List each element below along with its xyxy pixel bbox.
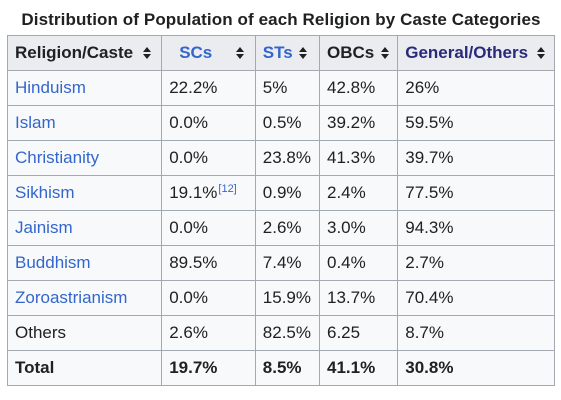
st-cell: 7.4% bbox=[254, 245, 321, 281]
obc-cell: 39.2% bbox=[318, 105, 399, 141]
header-label: Religion/Caste bbox=[15, 43, 134, 62]
header-general-others[interactable]: General/Others bbox=[397, 35, 555, 71]
total-obc: 41.1% bbox=[318, 350, 399, 386]
table-row: Jainism 0.0% 2.6% 3.0% 94.3% bbox=[6, 210, 555, 246]
sc-cell: 22.2% bbox=[161, 70, 256, 106]
st-cell: 15.9% bbox=[254, 280, 321, 316]
obc-cell: 41.3% bbox=[318, 140, 399, 176]
general-cell: 77.5% bbox=[397, 175, 555, 211]
st-cell: 5% bbox=[254, 70, 321, 106]
sc-cell: 0.0% bbox=[161, 210, 256, 246]
citation-link[interactable]: [12] bbox=[218, 183, 237, 195]
table-row: Sikhism 19.1%[12] 0.9% 2.4% 77.5% bbox=[6, 175, 555, 211]
general-cell: 70.4% bbox=[397, 280, 555, 316]
religion-cell[interactable]: Jainism bbox=[6, 210, 163, 246]
obc-cell: 6.25 bbox=[318, 315, 399, 351]
table-caption: Distribution of Population of each Relig… bbox=[21, 10, 541, 29]
sort-icon[interactable] bbox=[143, 46, 152, 59]
religion-cell[interactable]: Christianity bbox=[6, 140, 163, 176]
religion-link[interactable]: Christianity bbox=[15, 148, 100, 167]
obc-cell: 13.7% bbox=[318, 280, 399, 316]
header-religion-caste[interactable]: Religion/Caste bbox=[6, 35, 163, 71]
general-cell: 26% bbox=[397, 70, 555, 106]
religion-link[interactable]: Zoroastrianism bbox=[15, 288, 128, 307]
religion-link[interactable]: Buddhism bbox=[15, 253, 91, 272]
general-cell: 2.7% bbox=[397, 245, 555, 281]
sc-cell: 2.6% bbox=[161, 315, 256, 351]
st-cell: 0.5% bbox=[254, 105, 321, 141]
table-row: Islam 0.0% 0.5% 39.2% 59.5% bbox=[6, 105, 555, 141]
table-row: Christianity 0.0% 23.8% 41.3% 39.7% bbox=[6, 140, 555, 176]
sort-icon[interactable] bbox=[381, 46, 390, 59]
st-cell: 82.5% bbox=[254, 315, 321, 351]
religion-link[interactable]: Sikhism bbox=[15, 183, 75, 202]
sort-icon[interactable] bbox=[236, 46, 245, 59]
religion-cell[interactable]: Islam bbox=[6, 105, 163, 141]
table-row: Zoroastrianism 0.0% 15.9% 13.7% 70.4% bbox=[6, 280, 555, 316]
table-row: Buddhism 89.5% 7.4% 0.4% 2.7% bbox=[6, 245, 555, 281]
sc-cell: 0.0% bbox=[161, 105, 256, 141]
st-cell: 0.9% bbox=[254, 175, 321, 211]
header-sts[interactable]: STs bbox=[254, 35, 321, 71]
religion-cell[interactable]: Zoroastrianism bbox=[6, 280, 163, 316]
sort-icon[interactable] bbox=[537, 46, 546, 59]
general-cell: 8.7% bbox=[397, 315, 555, 351]
table-row: Others 2.6% 82.5% 6.25 8.7% bbox=[6, 315, 555, 351]
religion-link[interactable]: Islam bbox=[15, 113, 56, 132]
header-label: STs bbox=[262, 43, 293, 62]
sc-cell: 19.1%[12] bbox=[161, 175, 256, 211]
religion-cell: Others bbox=[6, 315, 163, 351]
table-row: Hinduism 22.2% 5% 42.8% 26% bbox=[6, 70, 555, 106]
header-obcs[interactable]: OBCs bbox=[318, 35, 399, 71]
general-cell: 94.3% bbox=[397, 210, 555, 246]
header-row: Religion/Caste SCs STs OBCs General/Othe… bbox=[6, 35, 555, 71]
general-cell: 59.5% bbox=[397, 105, 555, 141]
sc-cell: 89.5% bbox=[161, 245, 256, 281]
header-label: SCs bbox=[179, 43, 213, 62]
header-label: General/Others bbox=[405, 43, 529, 62]
religion-cell[interactable]: Sikhism bbox=[6, 175, 163, 211]
total-general: 30.8% bbox=[397, 350, 555, 386]
general-cell: 39.7% bbox=[397, 140, 555, 176]
obc-cell: 2.4% bbox=[318, 175, 399, 211]
sc-value: 19.1% bbox=[169, 183, 218, 202]
religion-link[interactable]: Hinduism bbox=[15, 78, 86, 97]
header-scs[interactable]: SCs bbox=[161, 35, 256, 71]
obc-cell: 0.4% bbox=[318, 245, 399, 281]
total-row: Total 19.7% 8.5% 41.1% 30.8% bbox=[6, 350, 555, 386]
total-st: 8.5% bbox=[254, 350, 321, 386]
sc-cell: 0.0% bbox=[161, 140, 256, 176]
header-label: OBCs bbox=[327, 43, 375, 62]
obc-cell: 42.8% bbox=[318, 70, 399, 106]
religion-caste-table: Religion/Caste SCs STs OBCs General/Othe… bbox=[6, 35, 555, 386]
table-container: Distribution of Population of each Relig… bbox=[6, 10, 555, 386]
religion-link[interactable]: Jainism bbox=[15, 218, 73, 237]
religion-cell[interactable]: Buddhism bbox=[6, 245, 163, 281]
total-sc: 19.7% bbox=[161, 350, 256, 386]
total-label: Total bbox=[6, 350, 163, 386]
sort-icon[interactable] bbox=[298, 46, 307, 59]
st-cell: 2.6% bbox=[254, 210, 321, 246]
sc-cell: 0.0% bbox=[161, 280, 256, 316]
religion-cell[interactable]: Hinduism bbox=[6, 70, 163, 106]
st-cell: 23.8% bbox=[254, 140, 321, 176]
obc-cell: 3.0% bbox=[318, 210, 399, 246]
